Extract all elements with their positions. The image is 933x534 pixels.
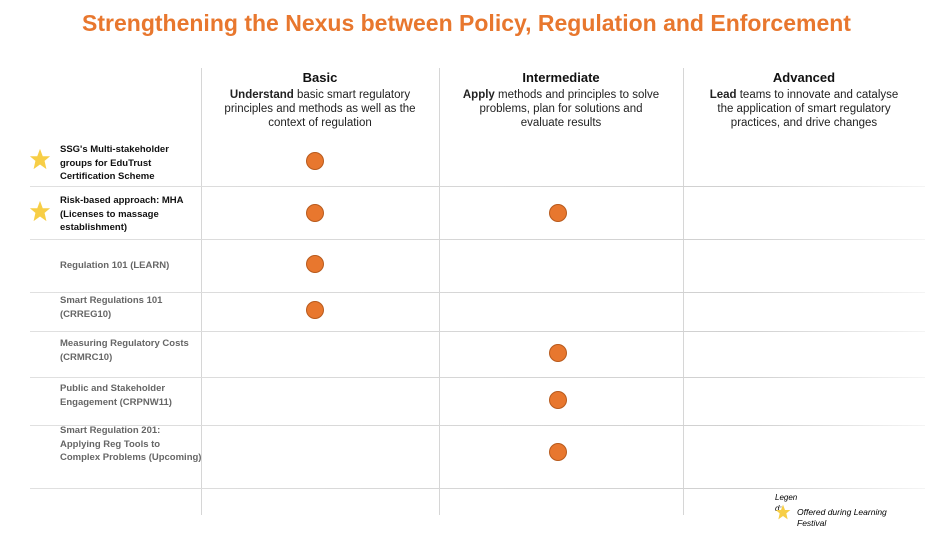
row-divider bbox=[30, 488, 925, 489]
row-label: Public and Stakeholder Engagement (CRPNW… bbox=[60, 383, 172, 408]
column-divider bbox=[683, 68, 684, 515]
legend-star bbox=[775, 504, 791, 520]
row-label: SSG's Multi-stakeholder groups for EduTr… bbox=[60, 144, 169, 182]
row-divider bbox=[30, 425, 925, 426]
row-divider bbox=[30, 331, 925, 332]
column-header: Basic bbox=[302, 70, 338, 85]
description-text: teams to innovate and catalyse the appli… bbox=[717, 89, 899, 129]
column-header: Intermediate bbox=[522, 70, 600, 85]
row-divider bbox=[30, 377, 925, 378]
row-label: Smart Regulations 101 (CRREG10) bbox=[60, 295, 163, 320]
level-dot bbox=[306, 204, 324, 222]
level-dot bbox=[549, 443, 567, 461]
row-label: Measuring Regulatory Costs (CRMRC10) bbox=[60, 338, 189, 363]
star-icon bbox=[29, 200, 51, 222]
legend-text: Offered during Learning Festival bbox=[797, 507, 887, 528]
level-dot bbox=[306, 152, 324, 170]
level-dot bbox=[549, 344, 567, 362]
description-lead: Apply bbox=[462, 89, 495, 101]
row-label: Risk-based approach: MHA (Licenses to ma… bbox=[60, 195, 184, 233]
row-divider bbox=[30, 292, 925, 293]
legend-title: Legend: bbox=[775, 493, 798, 513]
column-header: Advanced bbox=[772, 70, 836, 85]
column-description: Understand basic smart regulatory princi… bbox=[219, 88, 421, 130]
column-description: Lead teams to innovate and catalyse the … bbox=[701, 88, 907, 130]
level-dot bbox=[549, 204, 567, 222]
description-text: basic smart regulatory principles and me… bbox=[224, 89, 416, 129]
row-divider bbox=[30, 186, 925, 187]
column-description: Apply methods and principles to solve pr… bbox=[457, 88, 665, 130]
row-label: Smart Regulation 201: Applying Reg Tools… bbox=[60, 425, 202, 463]
description-lead: Lead bbox=[709, 89, 737, 101]
description-lead: Understand bbox=[229, 89, 294, 101]
level-dot bbox=[306, 301, 324, 319]
column-divider bbox=[439, 68, 440, 515]
level-dot bbox=[306, 255, 324, 273]
column-divider bbox=[201, 68, 202, 515]
star-icon bbox=[29, 148, 51, 170]
row-divider bbox=[30, 239, 925, 240]
description-text: methods and principles to solve problems… bbox=[479, 89, 660, 129]
slide-title: Strengthening the Nexus between Policy, … bbox=[82, 10, 851, 36]
level-dot bbox=[549, 391, 567, 409]
row-label: Regulation 101 (LEARN) bbox=[60, 260, 170, 271]
